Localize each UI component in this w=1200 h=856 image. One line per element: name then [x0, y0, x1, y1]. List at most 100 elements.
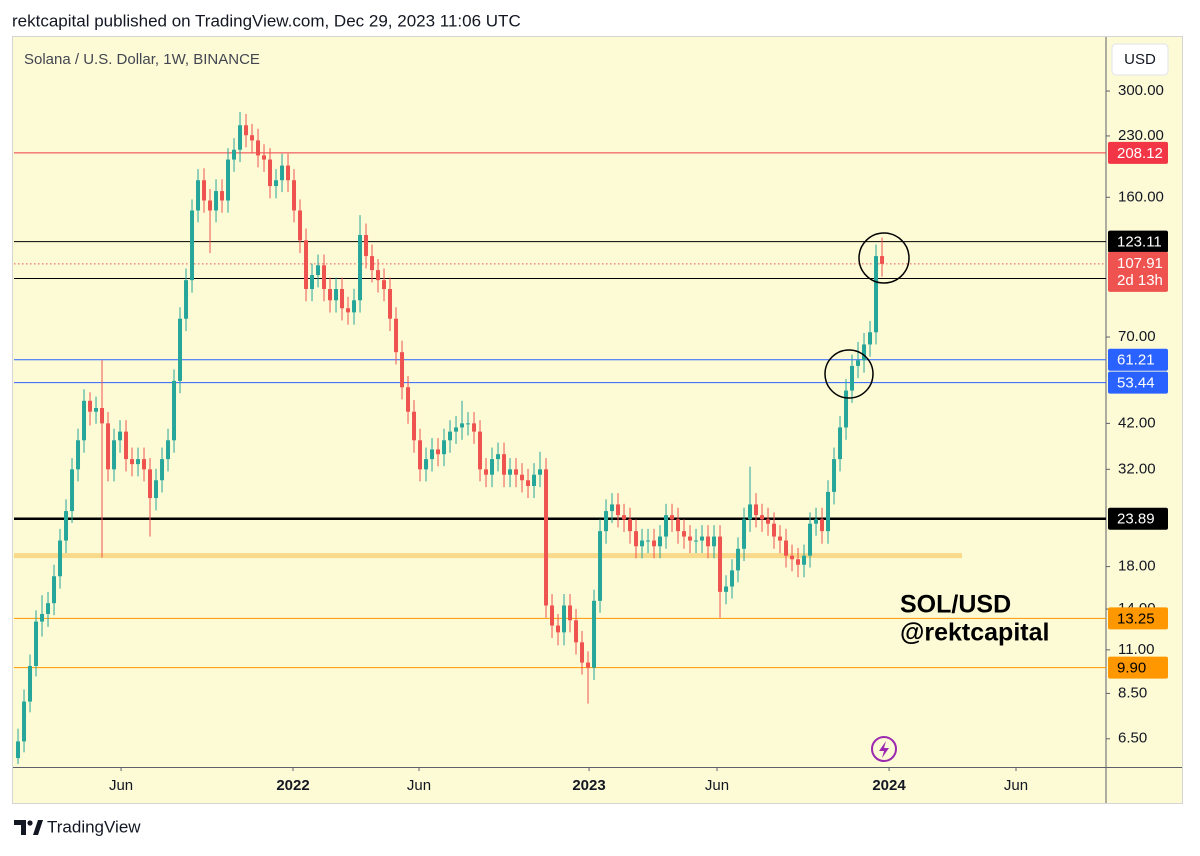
candle-body — [502, 454, 507, 475]
logo-mark — [27, 820, 33, 826]
candle-body — [202, 180, 207, 201]
candle-body — [802, 555, 807, 565]
level-label: 123.11 — [1117, 234, 1162, 251]
y-tick-label: 300.00 — [1118, 82, 1164, 99]
candle-body — [862, 344, 867, 361]
candle-body — [826, 491, 831, 532]
level-label-box — [1108, 141, 1168, 164]
x-tick-label: 2023 — [572, 777, 605, 794]
candle-body — [532, 474, 537, 486]
candle-body — [796, 559, 801, 565]
candle-body — [430, 449, 435, 460]
level-label: 208.12 — [1117, 145, 1163, 162]
candle-body — [556, 625, 561, 633]
candle-body — [232, 149, 237, 160]
candle-body — [604, 511, 609, 532]
candle-body — [700, 536, 705, 541]
candle-body — [868, 332, 873, 345]
candle-body — [58, 540, 63, 577]
currency-button-box — [1111, 43, 1169, 76]
candle-body — [262, 155, 267, 160]
candle-body — [214, 191, 219, 211]
candle-body — [418, 440, 423, 470]
y-tick-label: 6.50 — [1118, 730, 1147, 747]
candle-body — [376, 270, 381, 281]
candle-body — [184, 280, 189, 319]
candle-body — [808, 523, 813, 556]
x-tick-label: 2022 — [276, 777, 309, 794]
candle-body — [592, 600, 597, 668]
candle-body — [652, 540, 657, 547]
candle-body — [454, 427, 459, 432]
candle-body — [118, 431, 123, 441]
candle-body — [490, 459, 495, 475]
candle-body — [172, 380, 177, 441]
candle-body — [436, 449, 441, 455]
y-tick-label: 70.00 — [1118, 328, 1156, 345]
candle-body — [526, 480, 531, 486]
candle-body — [730, 570, 735, 587]
candle-body — [22, 701, 27, 742]
level-label-box — [1108, 348, 1168, 371]
candle-body — [46, 603, 51, 614]
candle-body — [364, 235, 369, 257]
candle-body — [712, 536, 717, 547]
candle-body — [856, 360, 861, 366]
last-price-box — [1108, 251, 1168, 292]
highlight-circle — [858, 232, 910, 284]
candle-body — [760, 515, 765, 520]
candle-body — [562, 605, 567, 633]
candle-body — [724, 586, 729, 592]
candle-body — [844, 390, 849, 428]
candle-body — [166, 440, 171, 460]
candle-body — [682, 531, 687, 537]
footer-logo: TradingView — [14, 817, 141, 836]
currency-button[interactable]: USD — [1111, 43, 1169, 76]
candle-body — [76, 440, 81, 470]
y-tick-label: 18.00 — [1118, 558, 1156, 575]
candle-body — [442, 440, 447, 455]
candle-body — [238, 125, 243, 150]
candle-body — [256, 140, 261, 156]
candle-body — [814, 519, 819, 524]
candle-body — [358, 235, 363, 301]
candle-body — [190, 210, 195, 281]
lightning-icon[interactable] — [871, 736, 897, 762]
y-tick-label: 32.00 — [1118, 460, 1156, 477]
countdown-label: 2d 13h — [1117, 272, 1163, 289]
y-tick-label: 11.00 — [1118, 641, 1154, 658]
candle-body — [370, 256, 375, 271]
candle-body — [766, 519, 771, 524]
candle-body — [448, 431, 453, 441]
level-label: 23.89 — [1117, 511, 1155, 528]
candle-body — [520, 474, 525, 481]
candle-body — [658, 536, 663, 547]
candle-body — [100, 407, 105, 424]
candle-body — [124, 431, 129, 460]
y-tick-label: 8.50 — [1118, 684, 1147, 701]
candle-body — [484, 469, 489, 475]
candle-body — [394, 318, 399, 353]
candle-body — [34, 621, 39, 666]
candle-body — [820, 519, 825, 532]
candle-body — [544, 469, 549, 606]
level-label: 9.90 — [1117, 660, 1146, 677]
candle-body — [550, 605, 555, 626]
candle-body — [694, 540, 699, 542]
candle-body — [52, 576, 57, 604]
candle-body — [298, 210, 303, 241]
candle-body — [352, 300, 357, 313]
logo-mark — [14, 820, 26, 835]
candle-body — [718, 536, 723, 592]
level-label-box — [1108, 230, 1168, 253]
y-tick-label: 160.00 — [1118, 188, 1164, 205]
candle-body — [244, 125, 249, 136]
candle-body — [292, 180, 297, 211]
candle-body — [304, 240, 309, 290]
footer-brand: TradingView — [47, 817, 141, 836]
candle-body — [142, 459, 147, 470]
candle-body — [268, 159, 273, 187]
y-tick-label: 42.00 — [1118, 414, 1156, 431]
